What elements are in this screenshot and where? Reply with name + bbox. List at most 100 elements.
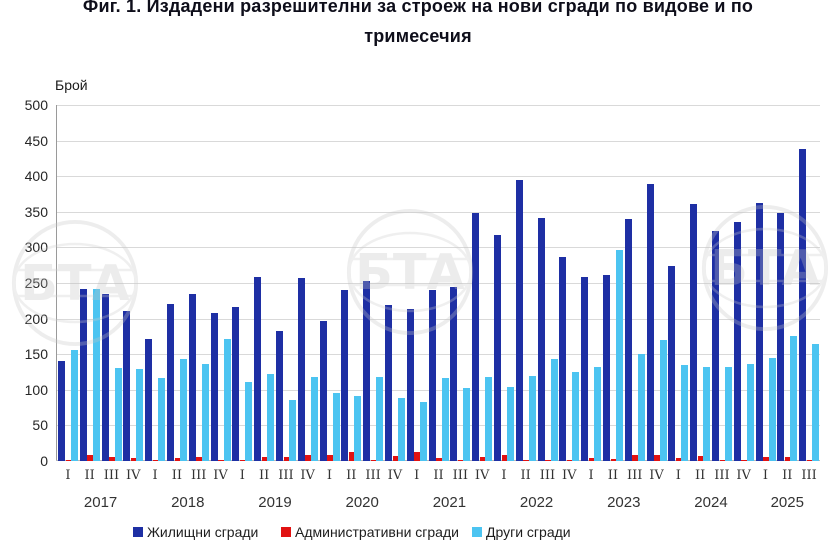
y-axis-line [56,105,57,461]
bar-residential-2024-I [668,265,676,461]
bar-residential-2020-IV [385,305,392,461]
gridline [57,389,820,391]
bar-other-2018-IV [223,339,231,461]
y-tick-label: 100 [24,381,48,398]
x-quarter-label: I [501,468,507,483]
legend-swatch-administrative [281,527,291,537]
bar-other-2018-II [180,359,187,461]
bar-administrative-2025-II [784,456,791,461]
gridline [57,318,820,320]
x-quarter-label: II [84,468,95,483]
bar-residential-2019-II [254,276,262,461]
bar-administrative-2023-III [632,455,639,461]
bar-other-2018-III [201,364,209,461]
y-tick-label: 450 [24,132,48,149]
chart-title-line2: тримесечия [364,26,472,46]
gridline [57,354,820,356]
bar-administrative-2018-III [196,457,203,461]
x-year-label: 2019 [258,494,292,511]
bar-residential-2017-II [79,289,87,461]
x-year-label: 2020 [345,494,379,511]
bar-residential-2025-III [799,149,807,461]
x-quarter-label: II [694,468,706,483]
bar-administrative-2023-I [588,458,595,461]
bar-residential-2022-IV [559,257,567,461]
bar-administrative-2019-II [261,457,268,461]
bar-other-2023-I [594,367,602,461]
bar-administrative-2022-II [523,459,530,461]
bar-administrative-2022-IV [566,459,573,461]
bar-other-2021-II [441,378,449,461]
x-quarter-label: II [433,468,444,483]
bar-administrative-2019-IV [305,455,312,461]
x-quarter-label: IV [213,468,228,483]
bar-residential-2024-II [690,203,698,461]
bar-administrative-2021-II [436,458,443,461]
bar-other-2022-IV [572,372,580,461]
bar-residential-2019-IV [297,278,305,461]
y-tick-label: 350 [24,203,48,220]
bar-other-2019-II [267,374,275,461]
y-tick-label: 400 [24,168,48,185]
bar-other-2019-III [289,399,296,461]
x-quarter-label: II [171,468,183,483]
bar-residential-2021-II [428,290,436,461]
x-year-label: 2025 [770,494,804,511]
x-quarter-label: III [626,468,643,483]
gridline [57,283,820,284]
bar-residential-2025-II [777,212,785,461]
bar-residential-2021-III [450,286,458,461]
bar-other-2021-III [463,388,471,461]
bar-administrative-2017-II [87,455,94,461]
x-quarter-label: II [782,468,793,483]
x-quarter-label: I [588,468,594,483]
bar-residential-2018-IV [210,312,218,461]
x-quarter-label: III [278,468,294,483]
chart-title: Фиг. 1. Издадени разрешителни за строеж … [0,0,836,51]
bar-administrative-2020-I [327,455,334,461]
bar-other-2021-IV [485,376,493,461]
x-quarter-label: II [607,468,619,483]
bar-other-2019-IV [310,376,318,461]
bar-administrative-2020-II [348,451,355,461]
bar-administrative-2024-III [719,459,726,461]
x-year-label: 2024 [694,494,728,511]
bar-residential-2024-III [712,231,719,461]
y-tick-label: 500 [24,97,48,113]
bar-other-2024-I [681,364,689,461]
gridline [57,211,820,213]
bar-other-2017-I [71,349,78,461]
bar-administrative-2023-II [610,458,617,461]
bar-residential-2022-I [494,235,501,461]
bar-residential-2023-I [581,276,589,461]
bar-administrative-2022-III [545,459,552,461]
bar-administrative-2023-IV [654,455,661,461]
bar-residential-2022-II [515,180,523,461]
bar-other-2022-I [507,386,514,461]
x-quarter-label: III [190,468,207,483]
legend-swatch-other [472,527,482,537]
bar-residential-2023-II [603,275,610,461]
gridline [57,425,820,427]
bar-other-2021-I [419,401,427,461]
gridline [57,247,820,249]
bar-residential-2023-IV [646,184,654,461]
bar-other-2024-III [725,367,732,461]
x-quarter-label: IV [126,468,141,483]
x-quarter-label: II [346,468,357,483]
bar-other-2020-II [354,396,362,461]
bar-administrative-2024-IV [741,459,748,461]
bar-residential-2020-III [363,280,371,461]
legend-label-residential: Жилищни сгради [147,524,259,540]
bar-residential-2023-III [624,218,632,461]
bar-administrative-2018-I [152,459,159,461]
x-quarter-label: IV [387,468,403,483]
x-quarter-label: IV [562,468,577,483]
x-quarter-label: I [239,468,245,483]
bar-other-2025-III [812,343,820,461]
bar-administrative-2024-II [697,456,704,461]
bars-layer [57,105,820,461]
y-tick-label: 300 [24,239,48,256]
x-quarter-label: III [714,468,730,483]
